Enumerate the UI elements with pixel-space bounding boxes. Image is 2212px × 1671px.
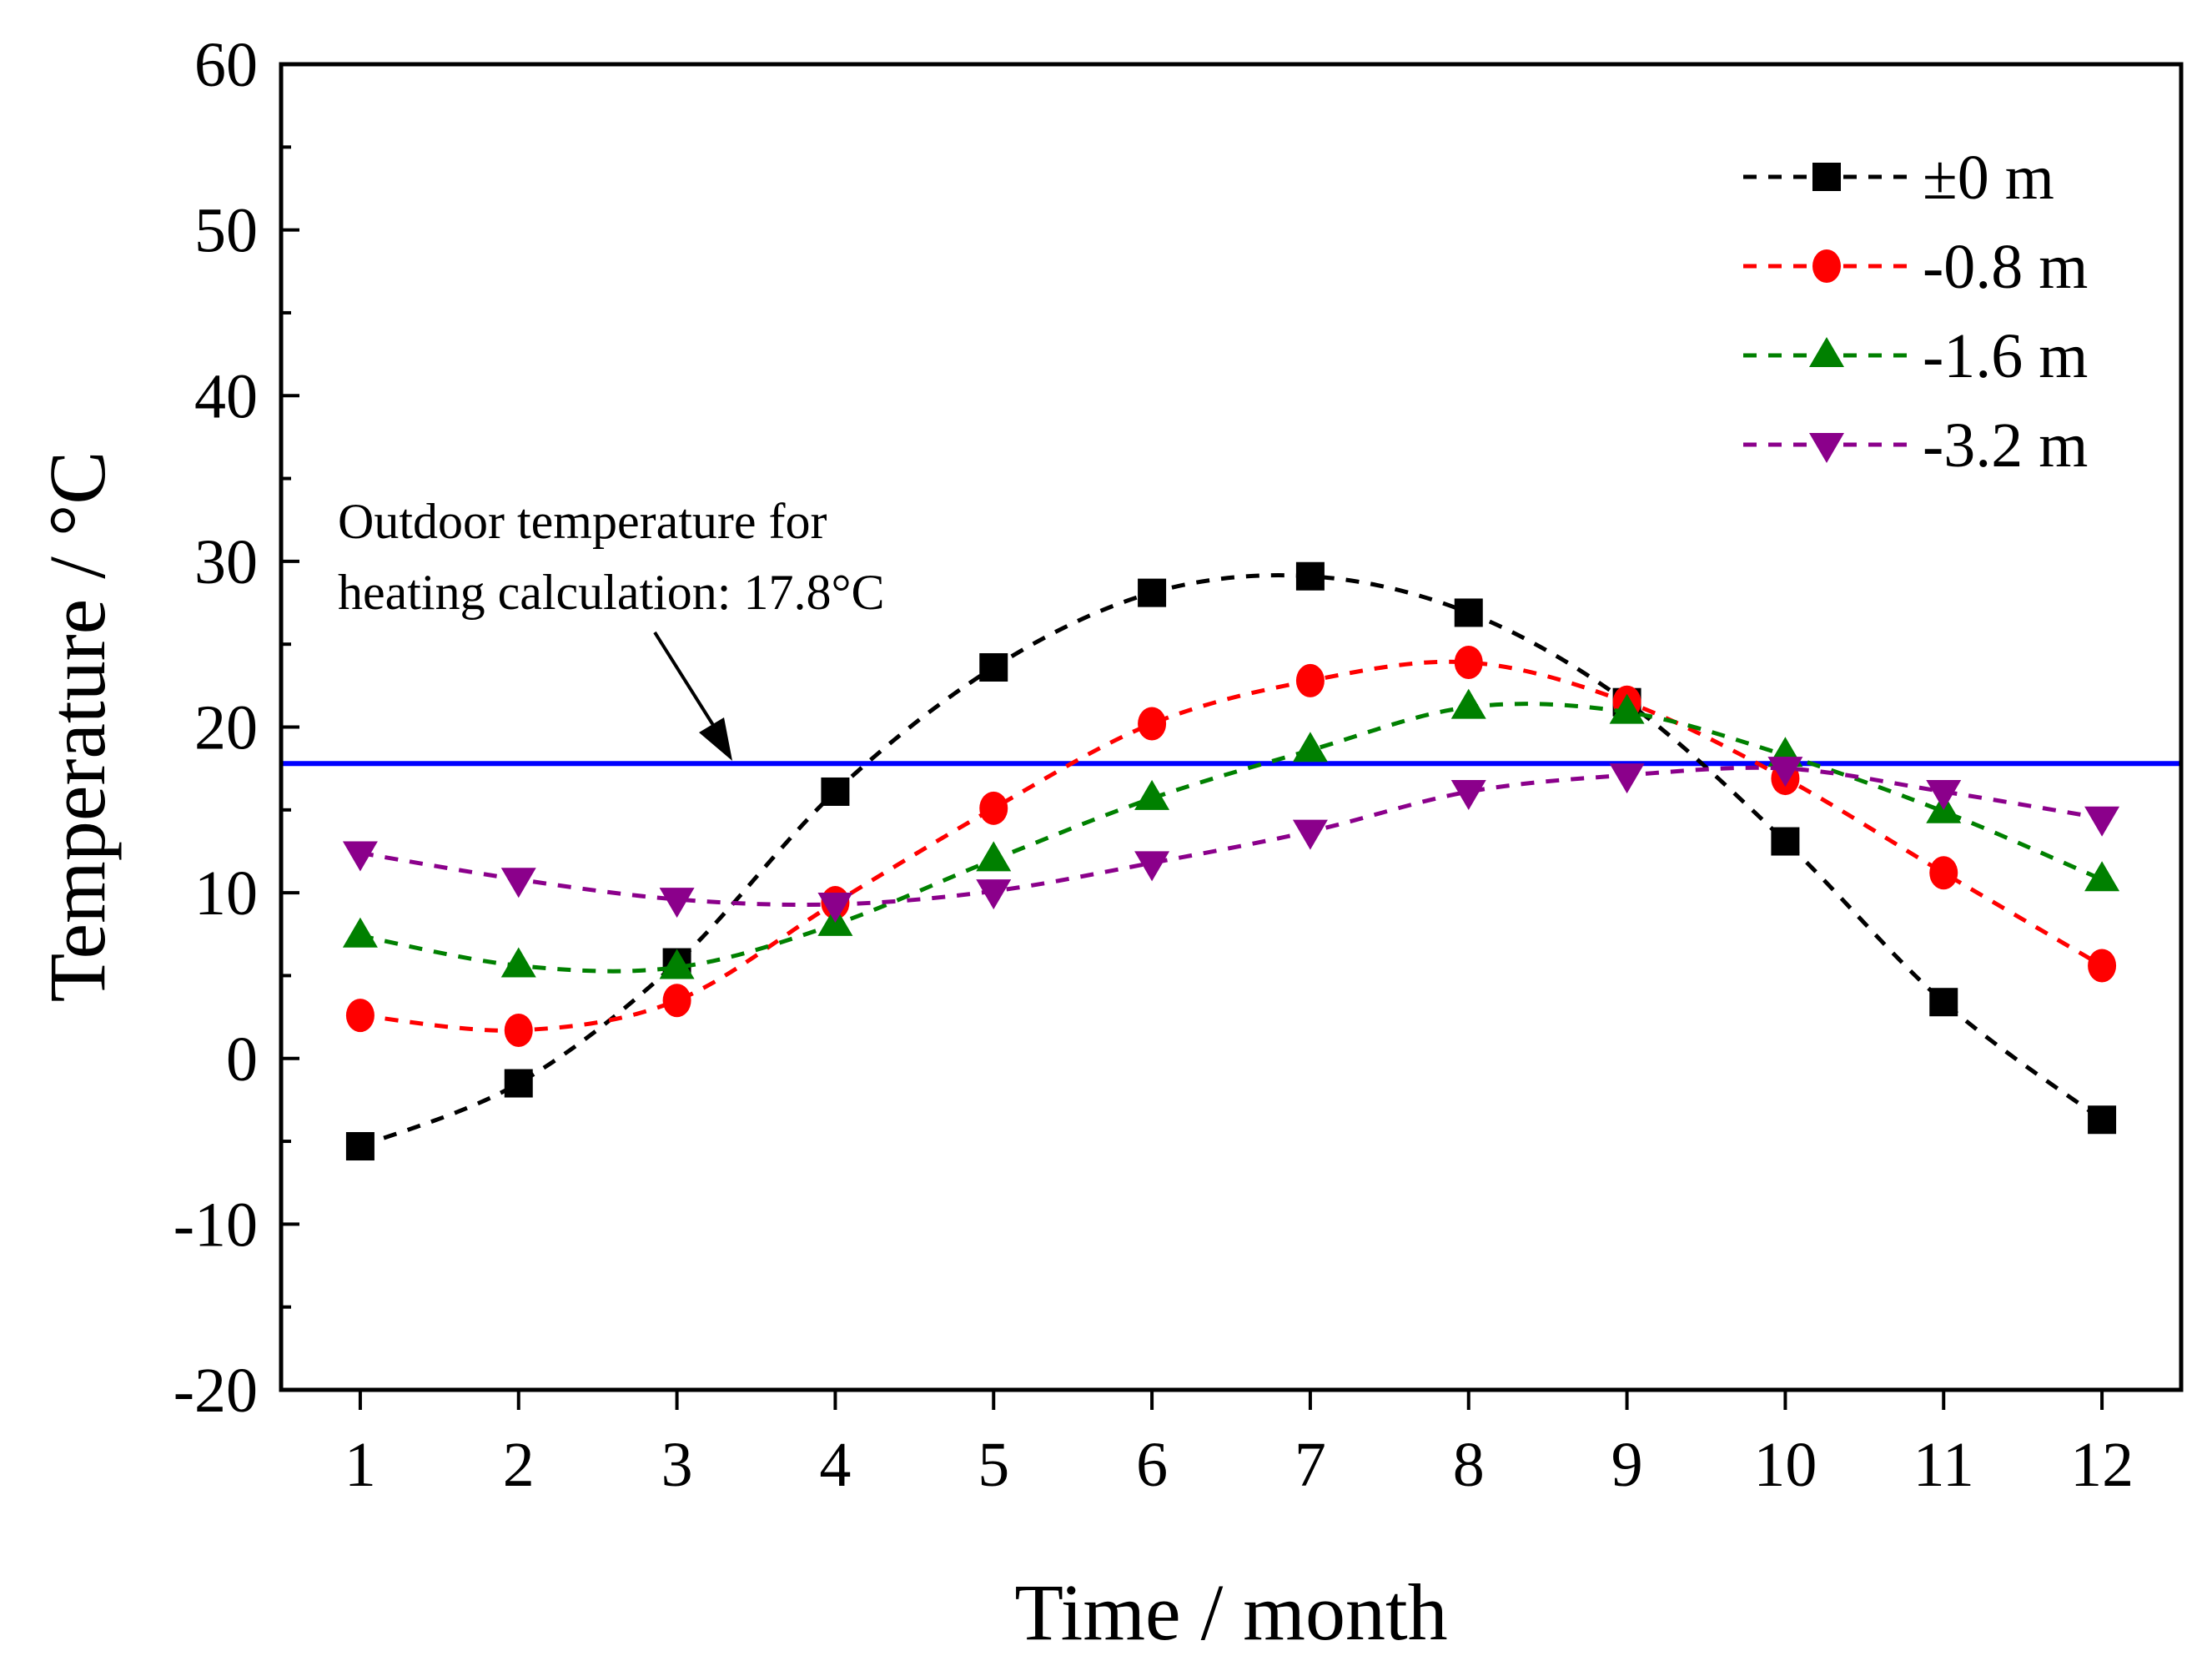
legend-item: ±0 m xyxy=(1743,143,2054,213)
legend-label: -0.8 m xyxy=(1923,232,2088,302)
series-line xyxy=(359,573,2104,1149)
data-point xyxy=(662,984,691,1018)
data-point xyxy=(345,999,375,1033)
data-point xyxy=(1138,707,1167,741)
legend-label: ±0 m xyxy=(1923,143,2054,213)
x-tick-label: 3 xyxy=(661,1430,693,1500)
y-tick-label: 30 xyxy=(194,527,258,597)
data-point xyxy=(1767,757,1803,788)
data-point xyxy=(1295,663,1325,697)
data-point xyxy=(1450,779,1486,810)
data-point xyxy=(1450,688,1486,719)
legend-item: -1.6 m xyxy=(1743,321,2088,391)
annotation-line-2: heating calculation: 17.8°C xyxy=(338,565,885,620)
annotation-arrow xyxy=(653,631,732,761)
data-point xyxy=(976,841,1012,872)
legend-item: -3.2 m xyxy=(1743,410,2088,481)
x-tick-label: 2 xyxy=(503,1430,535,1500)
data-point xyxy=(504,1069,533,1098)
data-point xyxy=(1454,598,1483,627)
plot-frame xyxy=(279,62,2184,1392)
y-tick-label: 10 xyxy=(194,858,258,929)
y-tick-label: 50 xyxy=(194,196,258,266)
data-point xyxy=(659,949,695,979)
y-axis-title: Temperature / °C xyxy=(33,451,122,1003)
y-tick-label: 40 xyxy=(194,361,258,431)
data-point xyxy=(500,947,536,978)
x-tick-label: 11 xyxy=(1913,1430,1974,1500)
data-point xyxy=(345,1132,375,1161)
x-tick-label: 7 xyxy=(1295,1430,1326,1500)
data-point xyxy=(1295,561,1325,591)
series-line xyxy=(359,659,2104,1033)
legend-marker xyxy=(1809,433,1844,463)
data-point xyxy=(659,888,695,919)
legend-marker xyxy=(1812,163,1841,191)
series-line xyxy=(359,702,2104,974)
legend: ±0 m -0.8 m -1.6 m -3.2 m xyxy=(1743,143,2088,481)
series-line xyxy=(359,765,2103,908)
x-tick-label: 9 xyxy=(1611,1430,1643,1500)
x-tick-label: 1 xyxy=(344,1430,376,1500)
legend-label: -1.6 m xyxy=(1923,321,2088,391)
y-tick-label: -10 xyxy=(173,1190,258,1260)
y-tick-label: -20 xyxy=(173,1356,258,1426)
series-3 xyxy=(342,757,2120,924)
data-point xyxy=(821,777,850,806)
data-point xyxy=(1454,646,1483,680)
data-point xyxy=(342,841,378,872)
data-point xyxy=(504,1013,533,1047)
y-tick-label: 60 xyxy=(194,30,258,100)
x-tick-label: 5 xyxy=(978,1430,1009,1500)
data-point xyxy=(1134,779,1170,810)
x-tick-label: 4 xyxy=(819,1430,851,1500)
data-point xyxy=(1929,856,1958,890)
data-point xyxy=(1609,693,1645,724)
data-point xyxy=(2088,1105,2117,1135)
data-point xyxy=(979,791,1008,825)
series-0 xyxy=(345,561,2117,1161)
data-point xyxy=(979,652,1008,682)
annotation-line-1: Outdoor temperature for xyxy=(338,494,827,549)
data-point xyxy=(342,917,378,948)
series-2 xyxy=(342,688,2120,979)
x-tick-label: 10 xyxy=(1753,1430,1817,1500)
data-point xyxy=(2088,949,2117,983)
data-point xyxy=(1926,779,1962,810)
x-tick-label: 8 xyxy=(1453,1430,1485,1500)
legend-label: -3.2 m xyxy=(1923,410,2088,481)
data-point xyxy=(1138,578,1167,607)
data-point xyxy=(817,893,853,924)
y-tick-label: 20 xyxy=(194,693,258,763)
data-point xyxy=(2084,806,2120,837)
y-tick-label: 0 xyxy=(226,1024,258,1095)
legend-marker xyxy=(1809,337,1844,367)
x-tick-label: 6 xyxy=(1136,1430,1168,1500)
legend-item: -0.8 m xyxy=(1743,232,2088,302)
data-point xyxy=(2084,861,2120,892)
x-tick-label: 12 xyxy=(2070,1430,2134,1500)
legend-marker xyxy=(1812,249,1841,283)
data-point xyxy=(1609,763,1645,794)
data-point xyxy=(1292,732,1328,763)
data-point xyxy=(500,868,536,898)
data-point xyxy=(1929,988,1958,1017)
data-point xyxy=(976,879,1012,910)
x-axis-title: Time / month xyxy=(1014,1568,1447,1657)
data-point xyxy=(1771,827,1800,856)
data-point xyxy=(1134,851,1170,882)
data-point xyxy=(1292,819,1328,850)
